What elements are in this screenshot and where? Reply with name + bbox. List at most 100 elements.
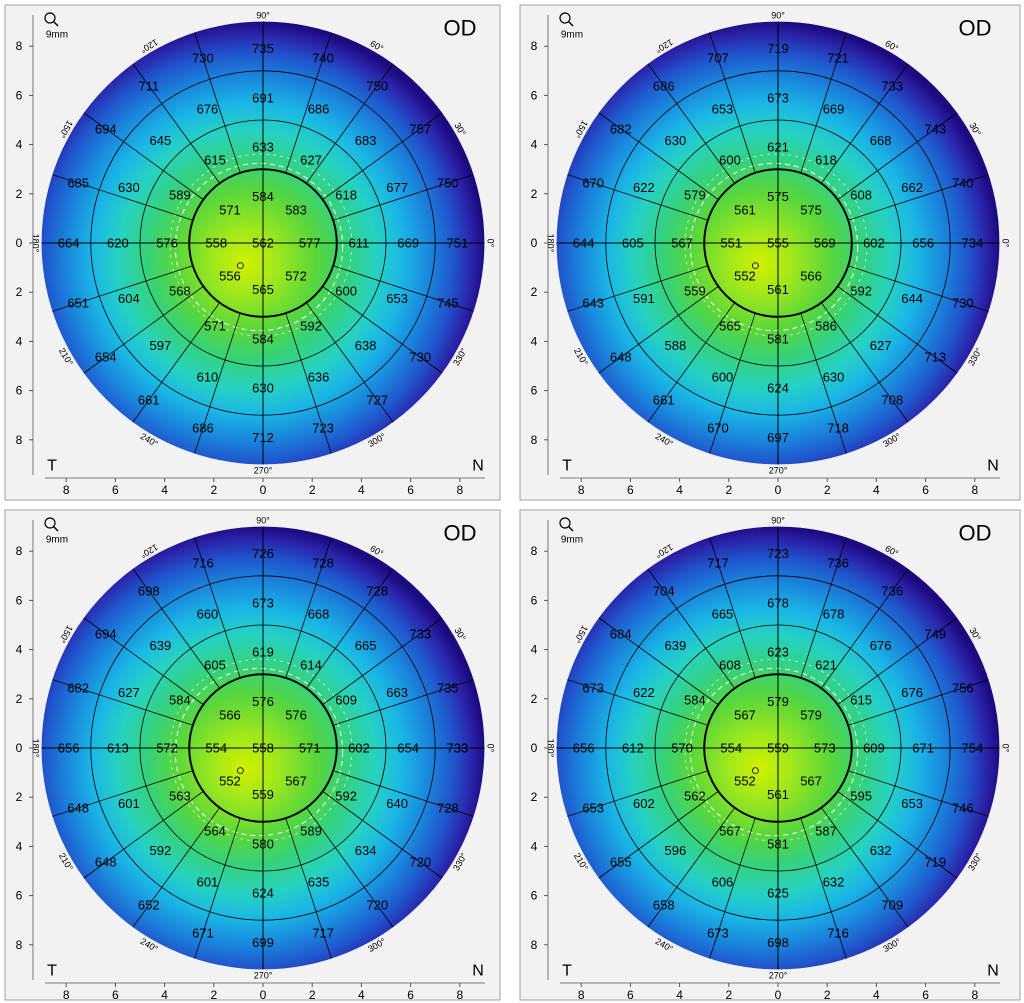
angle-label: 0° xyxy=(1001,744,1011,753)
x-tick-label: 2 xyxy=(210,483,217,497)
thickness-value: 669 xyxy=(823,101,845,116)
grid-spoke xyxy=(848,174,989,221)
grid-spoke xyxy=(709,32,756,173)
thickness-value: 566 xyxy=(219,707,241,722)
thickness-value: 721 xyxy=(827,51,849,66)
x-tick-label: 8 xyxy=(456,483,463,497)
thickness-value: 662 xyxy=(901,180,923,195)
thickness-value: 717 xyxy=(707,556,729,571)
thickness-value: 567 xyxy=(285,774,307,789)
grid-spoke xyxy=(598,112,719,200)
y-tick-label: 8 xyxy=(531,544,538,558)
thickness-value: 653 xyxy=(386,291,408,306)
thickness-value: 645 xyxy=(150,133,172,148)
y-tick-label: 2 xyxy=(531,692,538,706)
thickness-value: 600 xyxy=(712,370,734,385)
x-tick-label: 4 xyxy=(873,988,880,1002)
y-tick-label: 4 xyxy=(16,643,23,657)
thickness-value: 653 xyxy=(712,101,734,116)
grid-spoke xyxy=(52,770,193,817)
y-tick-label: 6 xyxy=(531,88,538,102)
thickness-value: 720 xyxy=(366,898,388,913)
thickness-value: 743 xyxy=(924,121,946,136)
zoom-icon-handle xyxy=(568,526,574,532)
thickness-value: 567 xyxy=(671,236,693,251)
thickness-value: 568 xyxy=(169,283,191,298)
x-tick-label: 6 xyxy=(922,988,929,1002)
thickness-value: 673 xyxy=(707,925,729,940)
x-tick-label: 6 xyxy=(112,483,119,497)
thickness-value: 668 xyxy=(870,133,892,148)
grid-spoke xyxy=(848,265,989,312)
angle-label: 270° xyxy=(254,971,273,981)
x-tick-label: 6 xyxy=(627,483,634,497)
zoom-icon-handle xyxy=(53,526,59,532)
thickness-value: 661 xyxy=(138,393,160,408)
temporal-label: T xyxy=(562,458,572,475)
thickness-value: 611 xyxy=(349,236,370,251)
y-tick-label: 0 xyxy=(16,741,23,755)
pupil-circle xyxy=(689,667,859,837)
thickness-value: 636 xyxy=(308,370,330,385)
thickness-value: 558 xyxy=(205,236,227,251)
grid-spoke xyxy=(800,818,847,959)
grid-spoke xyxy=(567,770,708,817)
thickness-value: 676 xyxy=(197,101,219,116)
y-tick-label: 4 xyxy=(531,643,538,657)
thinnest-point xyxy=(236,767,244,775)
temporal-label: T xyxy=(47,458,57,475)
grid-spoke xyxy=(132,63,220,184)
thickness-value: 639 xyxy=(665,638,687,653)
thickness-value: 652 xyxy=(138,898,160,913)
thickness-value: 668 xyxy=(308,606,330,621)
x-tick-label: 4 xyxy=(358,988,365,1002)
thickness-value: 623 xyxy=(767,645,789,660)
thickness-value: 601 xyxy=(118,796,140,811)
grid-spoke xyxy=(83,617,204,705)
x-tick-label: 8 xyxy=(63,483,70,497)
thickness-value: 622 xyxy=(633,685,655,700)
map-panel: 5555755755695665615525515616216186086025… xyxy=(519,4,1021,501)
grid-spoke xyxy=(567,265,708,312)
thickness-value: 651 xyxy=(67,296,89,311)
x-tick-label: 8 xyxy=(578,988,585,1002)
thickness-value: 698 xyxy=(138,583,160,598)
thickness-value: 658 xyxy=(653,898,675,913)
thickness-value: 728 xyxy=(437,801,459,816)
thickness-value: 600 xyxy=(719,152,741,167)
grid-spoke xyxy=(709,537,756,678)
thickness-value: 591 xyxy=(633,291,655,306)
thickness-value: 608 xyxy=(719,657,741,672)
thickness-value: 665 xyxy=(712,606,734,621)
thickness-value: 736 xyxy=(881,583,903,598)
thickness-value: 691 xyxy=(252,90,274,105)
nasal-label: N xyxy=(987,963,999,980)
grid-spoke xyxy=(306,302,394,423)
thickness-value: 723 xyxy=(312,420,334,435)
thinnest-point xyxy=(751,767,759,775)
thickness-value: 559 xyxy=(684,283,706,298)
grid-spoke xyxy=(598,286,719,374)
eye-label: OD xyxy=(444,16,477,41)
x-tick-label: 4 xyxy=(873,483,880,497)
thickness-value: 624 xyxy=(767,381,789,396)
nasal-label: N xyxy=(472,963,484,980)
angle-label: 90° xyxy=(771,515,785,525)
pupil-circle xyxy=(169,658,353,842)
thickness-value: 600 xyxy=(335,283,357,298)
thickness-value: 571 xyxy=(219,202,241,217)
angle-label: 270° xyxy=(254,466,273,476)
thickness-value: 632 xyxy=(870,843,892,858)
y-tick-label: 4 xyxy=(16,334,23,348)
thickness-value: 571 xyxy=(204,319,226,334)
thickness-value: 733 xyxy=(409,626,431,641)
thickness-value: 562 xyxy=(252,236,274,251)
thickness-value: 685 xyxy=(67,175,89,190)
grid-spoke xyxy=(306,63,394,184)
x-tick-label: 4 xyxy=(161,483,168,497)
thickness-value: 566 xyxy=(800,269,822,284)
y-tick-label: 6 xyxy=(16,88,23,102)
thickness-value: 733 xyxy=(881,78,903,93)
thickness-value: 567 xyxy=(719,824,741,839)
angle-label: 0° xyxy=(486,239,496,248)
